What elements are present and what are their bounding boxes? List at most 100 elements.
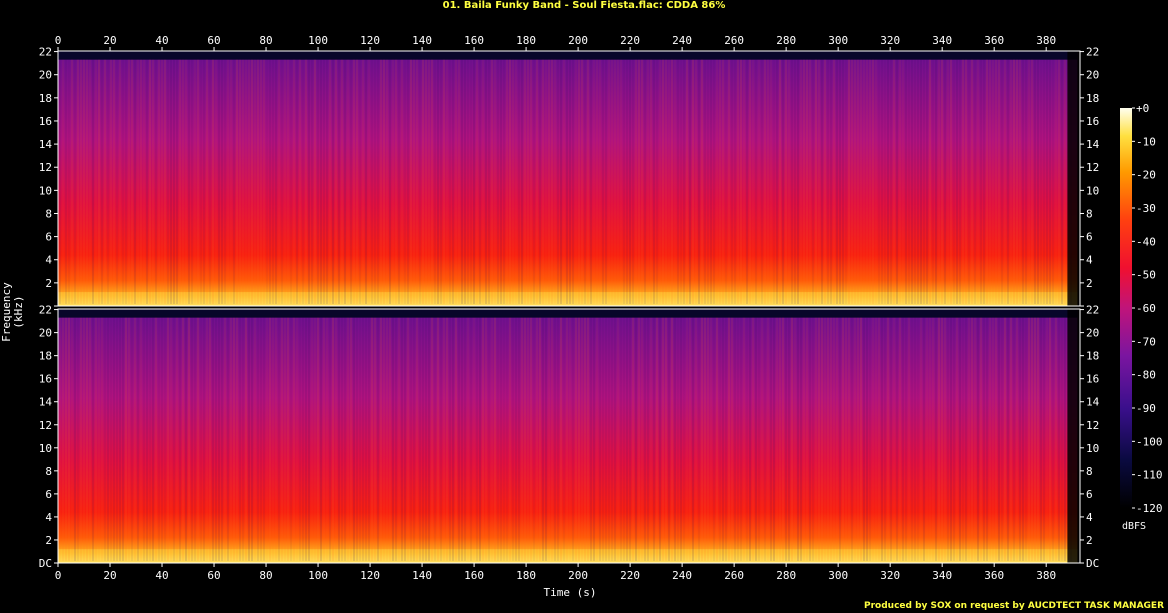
x-tick-label: 280 [776, 569, 796, 582]
y-tick-label: 8 [1086, 465, 1093, 478]
x-tick-label: 0 [55, 34, 62, 47]
y-tick-label: 10 [1086, 184, 1099, 197]
x-tick-label: 0 [55, 569, 62, 582]
y-tick-label: 12 [1086, 419, 1099, 432]
y-tick-label: 6 [1086, 231, 1093, 244]
low-frequency-band [58, 549, 1078, 563]
x-tick-label: 80 [259, 34, 272, 47]
spectrogram-panel-1 [58, 51, 1080, 306]
x-tick-label: 60 [207, 569, 220, 582]
y-tick-label: 4 [1086, 511, 1093, 524]
x-tick-label: 120 [360, 569, 380, 582]
y-tick-label: 20 [1086, 327, 1099, 340]
lowpass-cutoff-band [58, 51, 1078, 60]
x-tick-label: 200 [568, 34, 588, 47]
y-tick-label: 14 [1086, 396, 1100, 409]
y-tick-label: 16 [1086, 115, 1099, 128]
y-tick-label: 22 [1086, 46, 1099, 59]
y-tick-label: 16 [39, 115, 52, 128]
spectral-energy [58, 51, 1078, 306]
y-tick-label: 18 [1086, 92, 1099, 105]
colorbar-tick-label: -110 [1136, 469, 1163, 482]
colorbar-tick-label: -120 [1136, 502, 1163, 515]
end-silence [1067, 309, 1080, 563]
y-tick-label: 4 [45, 254, 52, 267]
x-tick-label: 180 [516, 569, 536, 582]
colorbar-tick-label: -20 [1136, 169, 1156, 182]
y-tick-label: 12 [1086, 161, 1099, 174]
y-tick-label: 22 [39, 304, 52, 317]
y-tick-label: 16 [39, 373, 52, 386]
y-tick-label: 6 [45, 488, 52, 501]
y-tick-label: 6 [1086, 488, 1093, 501]
x-tick-label: 140 [412, 569, 432, 582]
y-tick-label: 12 [39, 419, 52, 432]
y-tick-label: 4 [45, 511, 52, 524]
y-tick-label: 10 [39, 442, 52, 455]
x-tick-label: 120 [360, 34, 380, 47]
y-tick-label: 8 [45, 465, 52, 478]
x-tick-label: 200 [568, 569, 588, 582]
x-tick-label: 360 [984, 569, 1004, 582]
x-tick-label: 20 [103, 569, 116, 582]
colorbar-tick-label: -30 [1136, 202, 1156, 215]
x-tick-label: 160 [464, 34, 484, 47]
spectral-energy [58, 309, 1078, 563]
x-tick-label: 340 [932, 34, 952, 47]
y-tick-label: 2 [45, 277, 52, 290]
x-tick-label: 380 [1036, 569, 1056, 582]
x-tick-label: 160 [464, 569, 484, 582]
x-tick-label: 320 [880, 569, 900, 582]
colorbar-tick-label: -60 [1136, 302, 1156, 315]
x-tick-label: 240 [672, 34, 692, 47]
y-tick-label: 10 [39, 184, 52, 197]
end-silence [1067, 51, 1080, 306]
y-tick-label: 20 [1086, 69, 1099, 82]
colorbar-tick-label: -70 [1136, 335, 1156, 348]
spectrogram-panel-2 [58, 309, 1080, 563]
x-tick-label: 180 [516, 34, 536, 47]
y-tick-label: 18 [1086, 350, 1099, 363]
y-tick-label: 20 [39, 69, 52, 82]
x-tick-label: 100 [308, 34, 328, 47]
x-tick-label: 360 [984, 34, 1004, 47]
y-tick-label: 2 [1086, 534, 1093, 547]
y-tick-label: 18 [39, 350, 52, 363]
y-tick-label: 14 [39, 396, 53, 409]
y-tick-label: 10 [1086, 442, 1099, 455]
x-tick-label: 80 [259, 569, 272, 582]
y-tick-label: 2 [45, 534, 52, 547]
colorbar-unit-label: dBFS [1122, 521, 1147, 532]
x-tick-label: 340 [932, 569, 952, 582]
colorbar-tick-label: -50 [1136, 269, 1156, 282]
credit-text: Produced by SOX on request by AUCDTECT T… [864, 601, 1164, 611]
x-tick-label: 260 [724, 34, 744, 47]
colorbar-tick-label: -100 [1136, 435, 1163, 448]
y-tick-label: 12 [39, 161, 52, 174]
y-tick-label: 22 [1086, 304, 1099, 317]
panel-frame-2 [57, 308, 1081, 564]
x-tick-label: 300 [828, 569, 848, 582]
y-tick-label: 16 [1086, 373, 1099, 386]
y-tick-label: 14 [39, 138, 53, 151]
x-tick-label: 220 [620, 569, 640, 582]
y-tick-label: 20 [39, 327, 52, 340]
x-tick-label: 100 [308, 569, 328, 582]
colorbar-tick-label: -40 [1136, 235, 1156, 248]
x-tick-label: 240 [672, 569, 692, 582]
y-tick-label: 8 [45, 207, 52, 220]
colorbar-tick-label: -10 [1136, 135, 1156, 148]
y-tick-label: 2 [1086, 277, 1093, 290]
x-tick-label: 220 [620, 34, 640, 47]
x-axis-label: Time (s) [543, 586, 597, 599]
colorbar-tick-label: -90 [1136, 402, 1156, 415]
y-tick-label: 6 [45, 231, 52, 244]
panel-frame-1 [57, 50, 1081, 307]
x-tick-label: 280 [776, 34, 796, 47]
x-tick-label: 40 [155, 569, 168, 582]
colorbar-scale [1120, 108, 1132, 508]
x-tick-label: 20 [103, 34, 116, 47]
y-tick-label: 14 [1086, 138, 1100, 151]
y-tick-label: 8 [1086, 207, 1093, 220]
